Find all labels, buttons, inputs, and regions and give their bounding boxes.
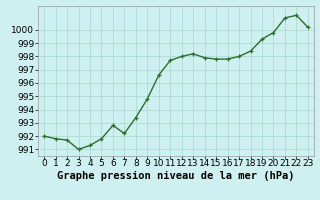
X-axis label: Graphe pression niveau de la mer (hPa): Graphe pression niveau de la mer (hPa) — [57, 171, 295, 181]
